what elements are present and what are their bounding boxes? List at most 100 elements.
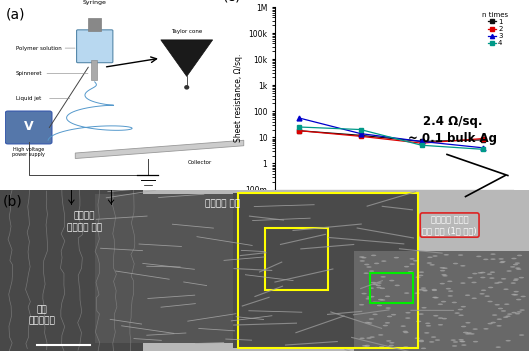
Circle shape (377, 282, 382, 284)
Circle shape (496, 346, 501, 348)
Polygon shape (75, 140, 244, 159)
Circle shape (448, 295, 453, 297)
Text: Liquid jet: Liquid jet (16, 96, 41, 101)
Circle shape (363, 272, 369, 274)
Bar (264, 228, 328, 290)
Circle shape (409, 258, 415, 260)
3 (479, 146, 486, 150)
Circle shape (444, 254, 449, 256)
Circle shape (467, 277, 472, 279)
Circle shape (448, 290, 453, 292)
Circle shape (380, 276, 386, 278)
Circle shape (374, 263, 379, 264)
Circle shape (413, 260, 418, 261)
Circle shape (438, 324, 443, 326)
Circle shape (483, 259, 488, 260)
Circle shape (488, 287, 493, 288)
Text: Collector: Collector (188, 160, 212, 165)
Circle shape (431, 336, 436, 338)
Line: 4: 4 (297, 125, 485, 152)
Circle shape (504, 289, 509, 290)
Circle shape (490, 322, 496, 323)
Circle shape (488, 323, 493, 324)
Circle shape (442, 275, 448, 277)
Circle shape (510, 266, 515, 268)
Ellipse shape (184, 85, 189, 90)
Circle shape (371, 254, 376, 256)
Circle shape (369, 270, 375, 272)
Circle shape (479, 293, 485, 294)
Circle shape (452, 345, 457, 347)
Circle shape (480, 277, 486, 278)
3 (358, 132, 364, 136)
Circle shape (359, 256, 364, 258)
Text: (c): (c) (223, 0, 241, 4)
2 (358, 134, 364, 138)
Circle shape (472, 273, 478, 274)
Circle shape (481, 290, 486, 291)
Circle shape (441, 274, 446, 276)
Circle shape (433, 315, 439, 317)
Circle shape (376, 287, 381, 289)
Circle shape (432, 297, 437, 298)
Circle shape (459, 340, 464, 342)
Circle shape (373, 347, 379, 349)
Circle shape (501, 310, 506, 312)
Circle shape (369, 318, 374, 320)
Circle shape (461, 326, 466, 327)
Circle shape (440, 267, 445, 269)
Circle shape (473, 341, 478, 343)
Circle shape (380, 287, 385, 289)
Bar (0, 190, 143, 351)
Circle shape (515, 262, 520, 264)
Bar (88, 18, 101, 31)
Text: Syringe: Syringe (83, 0, 107, 5)
Text: (a): (a) (5, 7, 25, 21)
Circle shape (366, 298, 371, 299)
Circle shape (478, 272, 483, 274)
Circle shape (471, 298, 477, 299)
Circle shape (459, 339, 464, 340)
Circle shape (364, 346, 370, 348)
Circle shape (517, 311, 522, 313)
Circle shape (471, 282, 477, 283)
Line: 1: 1 (297, 128, 485, 144)
Circle shape (519, 277, 524, 278)
Circle shape (362, 345, 367, 347)
4 (418, 143, 425, 147)
Circle shape (519, 334, 524, 336)
Circle shape (513, 279, 518, 281)
Circle shape (375, 302, 380, 303)
Circle shape (385, 322, 390, 324)
Circle shape (421, 347, 426, 349)
Y-axis label: Sheet resistance, Ω/sq.: Sheet resistance, Ω/sq. (234, 54, 243, 143)
4 (479, 147, 486, 151)
Circle shape (500, 261, 506, 263)
Circle shape (460, 282, 466, 284)
Circle shape (510, 282, 516, 284)
Circle shape (515, 313, 520, 314)
Circle shape (386, 307, 391, 309)
Circle shape (519, 309, 525, 311)
Bar (370, 273, 413, 303)
Circle shape (425, 323, 431, 324)
Circle shape (441, 301, 446, 303)
Circle shape (453, 263, 458, 264)
Circle shape (442, 318, 447, 319)
Line: 3: 3 (297, 116, 485, 150)
Circle shape (489, 277, 495, 279)
Circle shape (359, 338, 364, 339)
Circle shape (371, 282, 376, 283)
Circle shape (461, 306, 466, 307)
Circle shape (440, 283, 445, 284)
Text: Taylor cone: Taylor cone (171, 29, 203, 34)
Circle shape (369, 287, 374, 289)
Text: Spinneret: Spinneret (16, 71, 42, 76)
Circle shape (366, 337, 371, 339)
Bar (233, 193, 418, 348)
Bar (238, 193, 418, 348)
Circle shape (361, 293, 367, 294)
Circle shape (490, 258, 496, 260)
Circle shape (372, 313, 378, 315)
Circle shape (494, 282, 499, 284)
